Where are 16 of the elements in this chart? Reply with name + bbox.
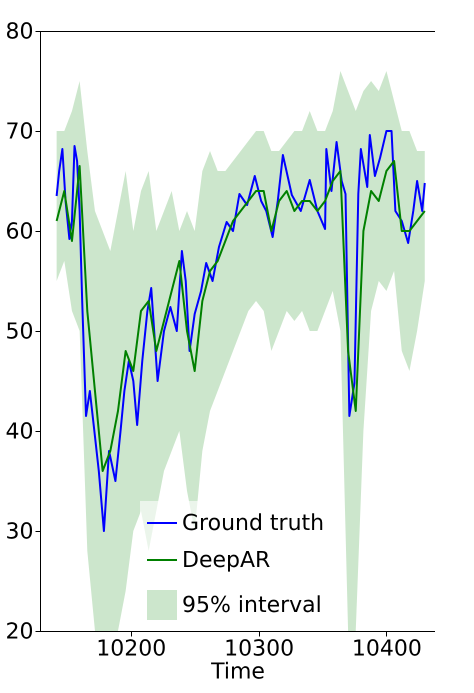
line-series xyxy=(56,130,426,532)
y-tick-label: 50 xyxy=(6,320,34,344)
y-tick-label: 30 xyxy=(6,520,34,544)
y-tick-label: 20 xyxy=(6,620,34,644)
legend-label: DeepAR xyxy=(182,548,270,573)
x-tick-label: 10200 xyxy=(96,636,166,662)
x-tick-label: 10400 xyxy=(352,636,422,662)
y-tick-label: 60 xyxy=(6,220,34,244)
x-axis-title: Time xyxy=(210,660,265,684)
y-tick-label: 70 xyxy=(6,120,34,144)
legend-label: Ground truth xyxy=(182,511,324,536)
x-tick-label: 10300 xyxy=(224,636,294,662)
y-tick-label: 80 xyxy=(6,20,34,44)
y-tick-label: 40 xyxy=(6,420,34,444)
line-series xyxy=(56,160,426,472)
annotation: 95% interval xyxy=(182,593,322,618)
